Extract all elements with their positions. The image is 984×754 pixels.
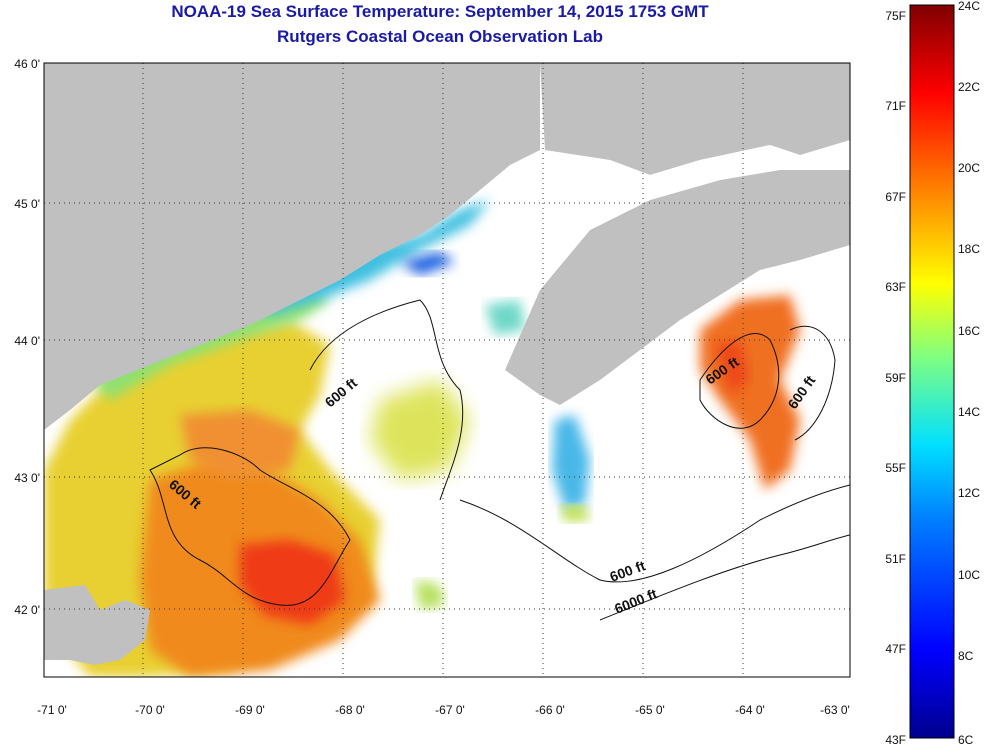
lat-tick: 43 0' (14, 471, 40, 485)
contour-600-east (699, 333, 780, 429)
lon-tick: -63 0' (820, 703, 850, 717)
lat-tick: 44 0' (14, 334, 40, 348)
contour-6000 (599, 534, 850, 621)
colorbar-c-label: 24C (958, 0, 980, 13)
sst-mid-cyan (485, 300, 525, 335)
colorbar-f-label: 71F (885, 99, 906, 113)
colorbar-celsius: 24C 22C 20C 18C 16C 14C 12C 10C 8C 6C (958, 0, 980, 747)
bay-of-fundy (515, 145, 800, 290)
sst-banks-green (560, 505, 590, 522)
sst-east-red (715, 340, 750, 395)
map-frame (43, 62, 851, 678)
contour-600-gulf (309, 299, 464, 501)
land-cape-cod (44, 585, 150, 665)
sst-banks-cyan (552, 415, 590, 510)
lon-tick-labels: -71 0' -70 0' -69 0' -68 0' -67 0' -66 0… (37, 703, 850, 717)
colorbar-f-label: 47F (885, 642, 906, 656)
map-subtitle: Rutgers Coastal Ocean Observation Lab (277, 27, 603, 46)
lat-tick: 46 0' (14, 57, 40, 71)
colorbar-c-label: 12C (958, 486, 980, 500)
colorbar-c-label: 20C (958, 161, 980, 175)
sst-southwest-orange (180, 410, 300, 480)
colorbar-fahrenheit: 75F 71F 67F 63F 59F 55F 51F 47F 43F (885, 9, 906, 747)
map-title: NOAA-19 Sea Surface Temperature: Septemb… (171, 2, 709, 21)
land-nova-scotia (505, 170, 850, 405)
colorbar-c-label: 14C (958, 405, 980, 419)
colorbar-c-label: 22C (958, 80, 980, 94)
sst-offshore-patch (415, 580, 445, 610)
colorbar-f-label: 43F (885, 733, 906, 747)
land-new-brunswick (540, 63, 850, 175)
sst-hot-spot (240, 540, 345, 625)
contour-600-west (149, 447, 351, 606)
lon-tick: -66 0' (535, 703, 565, 717)
contour-600-far-east (789, 325, 836, 441)
land-layer (44, 63, 850, 665)
colorbar-c-label: 8C (958, 649, 974, 663)
lon-tick: -65 0' (635, 703, 665, 717)
colorbar-c-label: 6C (958, 733, 974, 747)
bathymetry-contours (149, 299, 850, 621)
lon-tick: -64 0' (735, 703, 765, 717)
lon-tick: -68 0' (335, 703, 365, 717)
lon-tick: -70 0' (135, 703, 165, 717)
colorbar-f-label: 51F (885, 552, 906, 566)
lat-tick-labels: 46 0' 45 0' 44 0' 43 0' 42 0' (14, 57, 40, 617)
colorbar-c-label: 10C (958, 568, 980, 582)
lon-tick: -67 0' (435, 703, 465, 717)
colorbar-c-label: 16C (958, 324, 980, 338)
colorbar-c-label: 18C (958, 242, 980, 256)
land-maine (44, 63, 540, 430)
colorbar-f-label: 75F (885, 9, 906, 23)
sst-scattered-yellow (370, 380, 470, 480)
lon-tick: -71 0' (37, 703, 67, 717)
contour-600-georges (459, 484, 850, 583)
lat-tick: 42 0' (14, 603, 40, 617)
colorbar-f-label: 67F (885, 190, 906, 204)
colorbar: 75F 71F 67F 63F 59F 55F 51F 47F 43F 24C … (885, 0, 980, 747)
lon-tick: -69 0' (235, 703, 265, 717)
lat-tick: 45 0' (14, 197, 40, 211)
colorbar-f-label: 59F (885, 371, 906, 385)
colorbar-gradient (909, 4, 955, 739)
colorbar-f-label: 63F (885, 280, 906, 294)
colorbar-f-label: 55F (885, 461, 906, 475)
sst-coastal-blue (400, 252, 455, 275)
